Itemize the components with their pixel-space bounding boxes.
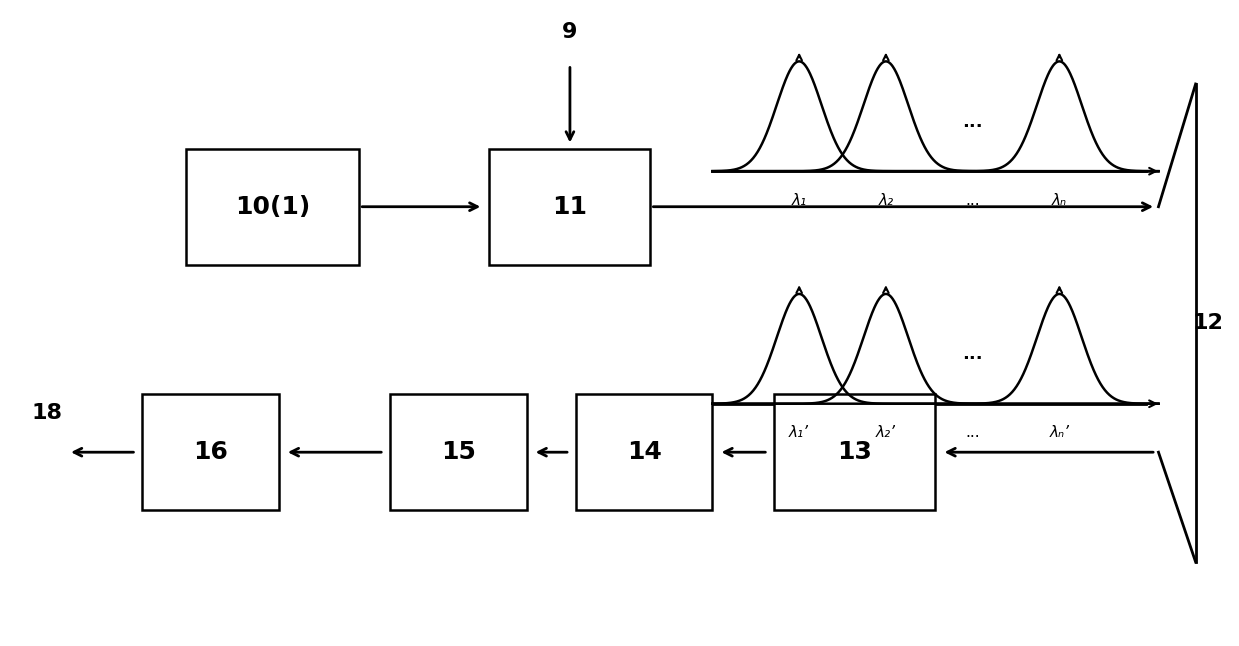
FancyBboxPatch shape <box>489 149 650 265</box>
Text: 10(1): 10(1) <box>235 194 310 219</box>
Text: 14: 14 <box>627 440 662 464</box>
Text: 12: 12 <box>1193 313 1223 333</box>
Text: λ₁’: λ₁’ <box>789 425 809 441</box>
Text: λₙ’: λₙ’ <box>1049 425 1069 441</box>
FancyBboxPatch shape <box>390 394 527 510</box>
Text: 11: 11 <box>553 194 587 219</box>
Text: 13: 13 <box>838 440 872 464</box>
FancyBboxPatch shape <box>142 394 279 510</box>
Text: 15: 15 <box>441 440 476 464</box>
Text: λ₂’: λ₂’ <box>876 425 896 441</box>
Text: λ₂: λ₂ <box>878 193 893 208</box>
FancyBboxPatch shape <box>186 149 359 265</box>
Text: 16: 16 <box>193 440 228 464</box>
Text: λ₁: λ₁ <box>792 193 807 208</box>
FancyBboxPatch shape <box>774 394 935 510</box>
Text: λₙ: λₙ <box>1052 193 1067 208</box>
Text: 9: 9 <box>563 23 577 42</box>
Text: 18: 18 <box>31 404 63 423</box>
Text: ...: ... <box>963 346 983 363</box>
Text: ...: ... <box>965 193 980 208</box>
FancyBboxPatch shape <box>576 394 712 510</box>
Text: ...: ... <box>965 425 980 441</box>
Text: ...: ... <box>963 113 983 130</box>
